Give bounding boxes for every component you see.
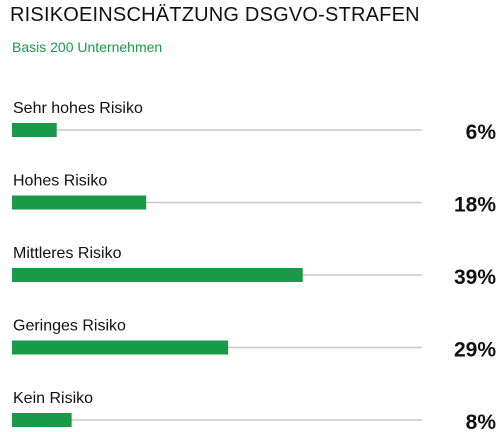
chart-subtitle: Basis 200 Unternehmen: [12, 39, 163, 55]
bar: [12, 413, 72, 427]
bar-row: Geringes Risiko 29%: [12, 318, 496, 362]
value-label: 8%: [466, 411, 497, 432]
bar: [12, 268, 303, 282]
bar-row: Sehr hohes Risiko 6%: [12, 100, 496, 144]
bar: [12, 123, 57, 137]
bar: [12, 195, 147, 210]
category-label: Hohes Risiko: [13, 173, 107, 190]
bar-row: Kein Risiko 8%: [12, 390, 496, 432]
bar-row: Mittleres Risiko 39%: [12, 245, 496, 289]
value-label: 6%: [466, 121, 497, 144]
category-label: Geringes Risiko: [13, 318, 126, 335]
chart-title: RISIKOEINSCHÄTZUNG DSGVO-STRAFEN: [10, 4, 420, 26]
category-label: Mittleres Risiko: [13, 245, 122, 262]
value-label: 18%: [454, 194, 496, 217]
bar: [12, 340, 229, 355]
category-label: Sehr hohes Risiko: [13, 100, 143, 117]
category-label: Kein Risiko: [13, 390, 93, 407]
bar-row: Hohes Risiko 18%: [12, 173, 496, 217]
value-label: 29%: [454, 339, 496, 362]
value-label: 39%: [454, 266, 496, 289]
